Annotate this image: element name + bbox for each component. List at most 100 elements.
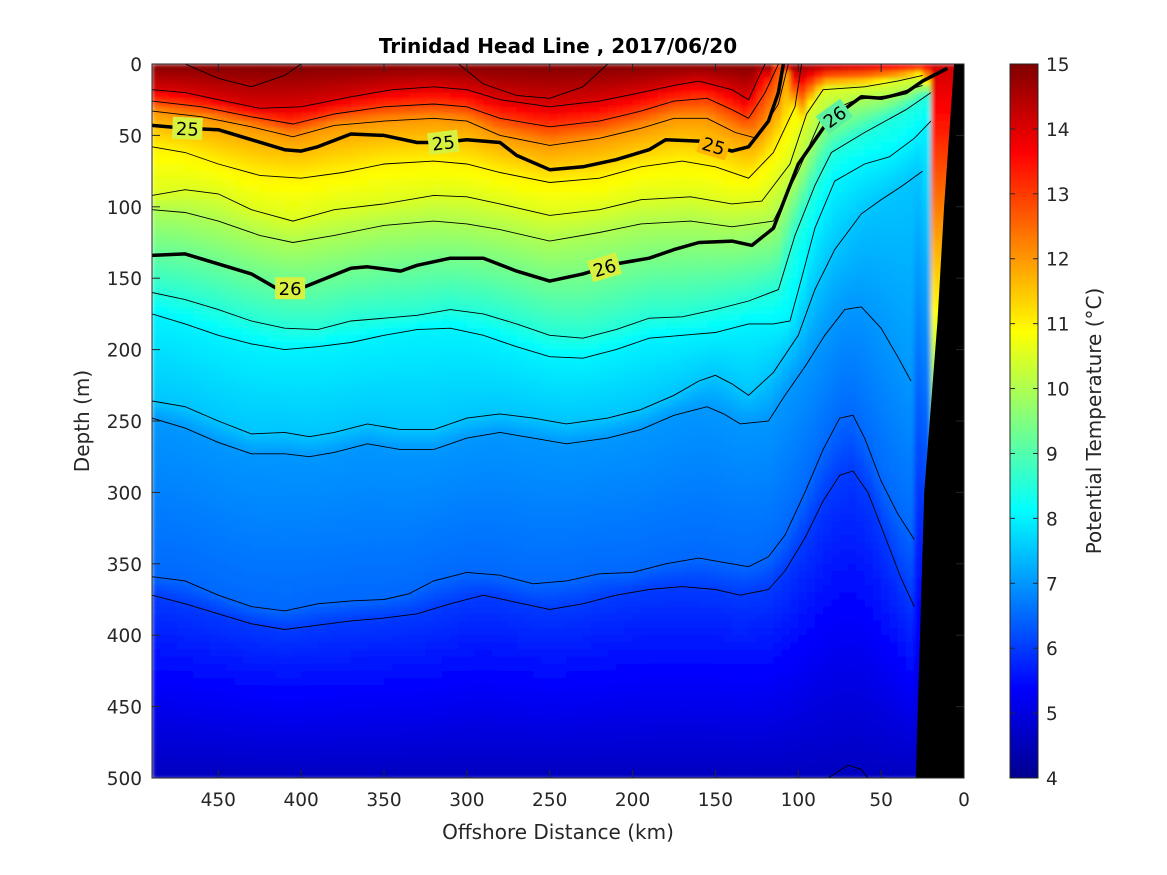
- field-cell: [226, 499, 237, 508]
- field-cell: [259, 85, 270, 94]
- field-cell: [508, 428, 518, 437]
- field-cell: [425, 213, 435, 223]
- field-cell: [226, 706, 237, 715]
- field-cell: [226, 406, 237, 415]
- field-cell: [392, 228, 402, 237]
- field-cell: [500, 428, 510, 437]
- field-cell: [276, 156, 286, 166]
- field-cell: [541, 185, 551, 194]
- field-cell: [533, 192, 543, 201]
- field-cell: [168, 685, 179, 694]
- field-cell: [558, 492, 568, 501]
- field-cell: [483, 670, 493, 680]
- field-cell: [392, 585, 402, 594]
- field-cell: [176, 192, 187, 201]
- field-cell: [276, 699, 286, 708]
- field-cell: [152, 199, 162, 208]
- field-cell: [301, 256, 311, 266]
- field-cell: [326, 135, 336, 144]
- field-cell: [334, 178, 344, 187]
- field-cell: [466, 313, 477, 323]
- field-cell: [417, 263, 427, 273]
- field-cell: [268, 285, 278, 294]
- field-cell: [160, 235, 170, 244]
- field-cell: [342, 749, 353, 758]
- field-cell: [243, 164, 253, 173]
- field-cell: [483, 642, 493, 651]
- field-cell: [317, 713, 328, 722]
- field-cell: [234, 78, 245, 87]
- field-cell: [400, 556, 411, 565]
- field-cell: [442, 463, 452, 473]
- field-cell: [350, 206, 361, 216]
- field-cell: [491, 149, 502, 158]
- field-cell: [350, 371, 361, 380]
- field-cell: [301, 570, 311, 580]
- field-cell: [350, 356, 361, 365]
- field-cell: [375, 121, 386, 130]
- field-cell: [152, 271, 162, 280]
- field-cell: [176, 406, 187, 415]
- field-cell: [433, 228, 444, 237]
- field-cell: [549, 570, 560, 580]
- field-cell: [483, 278, 493, 287]
- field-cell: [433, 549, 444, 558]
- field-cell: [549, 135, 560, 144]
- field-cell: [549, 378, 560, 387]
- field-cell: [475, 228, 485, 237]
- field-cell: [218, 135, 228, 144]
- field-cell: [549, 670, 560, 680]
- field-cell: [433, 164, 444, 173]
- field-cell: [524, 135, 535, 144]
- field-cell: [243, 278, 253, 287]
- field-cell: [168, 585, 179, 594]
- field-cell: [317, 585, 328, 594]
- field-cell: [533, 685, 543, 694]
- field-cell: [433, 635, 444, 644]
- field-cell: [500, 349, 510, 358]
- field-cell: [193, 363, 203, 373]
- field-cell: [226, 413, 237, 423]
- field-cell: [516, 770, 527, 778]
- field-cell: [176, 656, 187, 665]
- field-cell: [491, 128, 502, 137]
- field-cell: [508, 763, 518, 772]
- field-cell: [442, 478, 452, 487]
- field-cell: [234, 485, 245, 494]
- field-cell: [367, 385, 377, 394]
- field-cell: [433, 156, 444, 166]
- field-cell: [516, 678, 527, 687]
- field-cell: [268, 642, 278, 651]
- field-cell: [218, 563, 228, 573]
- field-cell: [450, 756, 460, 765]
- field-cell: [384, 292, 394, 301]
- field-cell: [375, 106, 386, 116]
- field-cell: [549, 99, 560, 108]
- field-cell: [466, 613, 477, 623]
- field-cell: [450, 306, 460, 316]
- field-cell: [176, 756, 187, 765]
- field-cell: [549, 206, 560, 216]
- field-cell: [284, 535, 295, 544]
- field-cell: [392, 656, 402, 665]
- field-cell: [359, 313, 369, 323]
- field-cell: [176, 363, 187, 373]
- field-cell: [350, 713, 361, 722]
- field-cell: [375, 685, 386, 694]
- field-cell: [466, 463, 477, 473]
- field-cell: [226, 549, 237, 558]
- field-cell: [201, 485, 212, 494]
- field-cell: [309, 178, 319, 187]
- field-cell: [160, 185, 170, 194]
- field-cell: [433, 349, 444, 358]
- field-cell: [549, 235, 560, 244]
- field-cell: [152, 78, 162, 87]
- field-cell: [533, 606, 543, 615]
- field-cell: [160, 435, 170, 444]
- field-cell: [201, 649, 212, 658]
- field-cell: [375, 228, 386, 237]
- field-cell: [491, 199, 502, 208]
- field-cell: [442, 756, 452, 765]
- field-cell: [541, 242, 551, 251]
- field-cell: [392, 64, 402, 73]
